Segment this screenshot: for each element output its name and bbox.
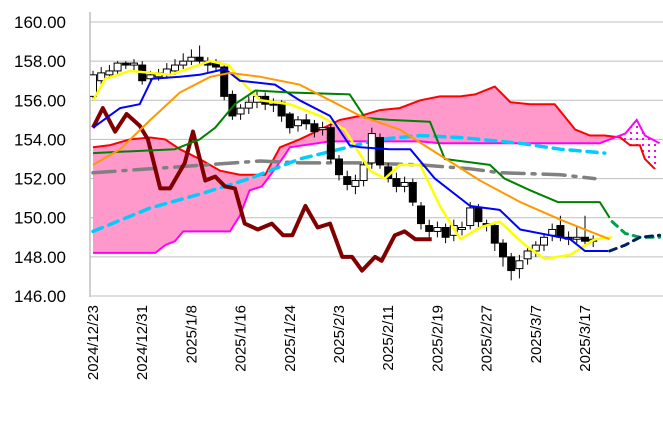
ma-yellow-line — [91, 59, 613, 261]
x-tick-label: 2025/1/24 — [282, 305, 299, 372]
candle-up — [523, 250, 532, 260]
candle-down — [121, 62, 130, 66]
candle-down — [228, 93, 237, 117]
tenkan-forecast-line — [608, 233, 662, 253]
candle-up — [318, 127, 327, 131]
candle-up — [179, 60, 188, 66]
moving-average-lines — [91, 59, 662, 261]
x-tick-label: 2025/2/11 — [380, 305, 397, 371]
candle-up — [90, 74, 97, 97]
candle-up — [244, 101, 253, 109]
candle-up — [97, 72, 106, 82]
x-tick-label: 2025/1/8 — [183, 305, 200, 363]
candle-up — [294, 119, 302, 127]
tenkan-blue-line — [92, 68, 608, 252]
candle-up — [171, 64, 179, 72]
candle-down — [376, 136, 384, 166]
y-tick-label: 156.00 — [14, 91, 66, 110]
candle-down — [343, 176, 352, 185]
candle-down — [490, 225, 499, 244]
x-tick-label: 2024/12/31 — [134, 305, 151, 380]
y-tick-label: 160.00 — [14, 13, 66, 32]
x-tick-label: 2025/2/3 — [331, 305, 348, 363]
y-tick-label: 150.00 — [14, 209, 66, 228]
chikou-darkred-line — [91, 106, 432, 273]
candle-up — [540, 236, 548, 246]
ma-cyan-line — [91, 133, 607, 234]
y-tick-label: 154.00 — [14, 130, 66, 149]
candle-up — [458, 227, 466, 230]
candle-down — [195, 56, 204, 62]
x-tick-label: 2025/1/16 — [233, 305, 250, 372]
candle-down — [392, 178, 401, 187]
candle-down — [220, 66, 229, 97]
candle-up — [236, 107, 245, 115]
ma-gray-line — [91, 159, 597, 181]
candle-down — [326, 127, 335, 160]
candle-up — [433, 227, 442, 232]
candle-down — [425, 225, 434, 232]
kijun-green-line — [92, 89, 611, 219]
candle-up — [269, 103, 278, 106]
y-axis: 146.00 148.00 150.00 152.00 154.00 156.00 158.… — [14, 12, 91, 306]
cloud-fill — [93, 86, 614, 253]
ma-orange-line — [92, 71, 610, 241]
candle-up — [466, 207, 475, 227]
candle-up — [400, 181, 409, 187]
y-tick-label: 148.00 — [14, 248, 66, 267]
x-tick-label: 2025/2/19 — [429, 305, 446, 372]
candle-up — [146, 74, 155, 80]
senkou-b-magenta — [93, 118, 661, 254]
candle-down — [302, 119, 311, 125]
candle-down — [335, 158, 343, 176]
indicator-lines — [91, 106, 607, 273]
candle-down — [499, 242, 507, 258]
candle-down — [408, 181, 417, 203]
candle-up — [113, 62, 122, 72]
candle-up — [572, 236, 581, 240]
candle-up — [105, 70, 114, 76]
candle-up — [531, 244, 540, 252]
candle-down — [441, 227, 450, 238]
candle-down — [556, 225, 565, 238]
candle-down — [474, 207, 483, 223]
y-tick-label: 158.00 — [14, 52, 66, 71]
candle-down — [507, 256, 516, 272]
candle-down — [581, 236, 589, 242]
candle-up — [351, 180, 360, 187]
x-tick-label: 2025/3/7 — [528, 305, 545, 363]
candle-up — [187, 56, 196, 62]
candle-up — [130, 62, 138, 66]
candle-up — [515, 260, 524, 270]
y-tick-label: 152.00 — [14, 170, 66, 189]
candle-down — [310, 123, 319, 133]
ichimoku-cloud — [92, 85, 661, 254]
candle-down — [417, 205, 425, 225]
x-tick-label: 2025/3/17 — [577, 305, 594, 372]
x-tick-label: 2025/2/27 — [479, 305, 496, 372]
y-tick-label: 146.00 — [14, 287, 66, 306]
candle-down — [285, 113, 294, 129]
x-axis: 2024/12/23 2024/12/31 2025/1/8 2025/1/16 202… — [85, 305, 594, 380]
x-tick-label: 2024/12/23 — [85, 305, 102, 380]
candle-up — [359, 164, 368, 182]
